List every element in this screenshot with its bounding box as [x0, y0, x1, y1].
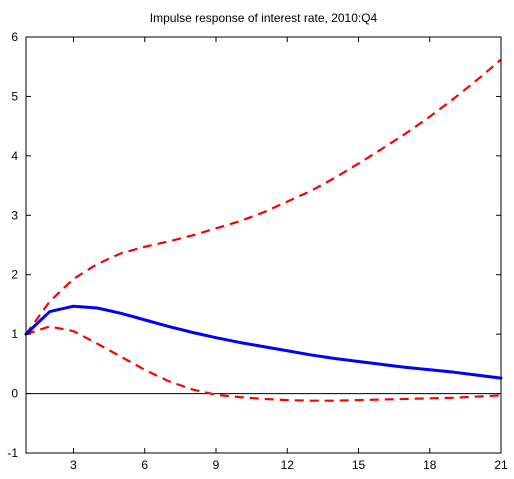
x-tick-label: 18	[423, 458, 437, 472]
x-tick-label: 15	[352, 458, 366, 472]
series-line-lower-band	[25, 325, 502, 402]
y-tick-label: 6	[11, 30, 18, 44]
y-tick-label: 3	[11, 208, 18, 222]
plot-background	[26, 37, 501, 453]
y-tick-label: 0	[11, 387, 18, 401]
x-tick-group: 3 6 9 12 15 18 21	[70, 37, 508, 472]
y-tick-label: -1	[7, 446, 18, 460]
y-tick-label: 2	[11, 268, 18, 282]
x-tick-label: 12	[281, 458, 295, 472]
x-tick-label: 3	[70, 458, 77, 472]
series-layer	[24, 58, 503, 402]
x-tick-label: 21	[494, 458, 508, 472]
chart-title: Impulse response of interest rate, 2010:…	[150, 11, 378, 25]
x-tick-label: 9	[213, 458, 220, 472]
plot-area	[26, 37, 501, 453]
x-tick-label: 6	[141, 458, 148, 472]
y-tick-label: 5	[11, 89, 18, 103]
y-tick-label: 4	[11, 149, 18, 163]
series-line-median	[24, 304, 503, 380]
y-tick-group: -1 0 1 2 3 4 5 6	[7, 30, 501, 460]
y-tick-label: 1	[11, 327, 18, 341]
axes-layer	[25, 36, 502, 454]
series-line-upper-band	[25, 58, 502, 335]
axes-frame	[25, 36, 502, 454]
